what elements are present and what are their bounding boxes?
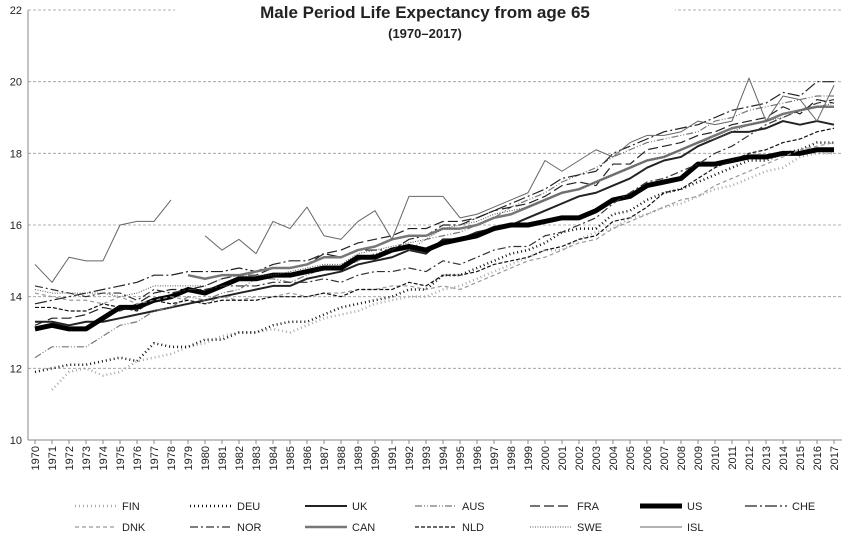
x-tick-label: 2000 [540,446,552,470]
title-bg [175,0,675,45]
x-tick-label: 2001 [557,446,569,470]
legend-label: CHE [792,501,815,513]
x-tick-label: 1994 [438,446,450,470]
legend-label: NOR [237,522,262,534]
x-tick-label: 2017 [829,446,841,470]
legend-label: FIN [122,501,140,513]
x-tick-label: 2006 [642,446,654,470]
x-tick-label: 2004 [608,446,620,470]
x-tick-label: 2009 [693,446,705,470]
series-line [34,81,834,305]
x-tick-label: 2003 [591,446,603,470]
series-line [34,147,834,332]
y-tick-label: 10 [10,435,22,447]
x-tick-label: 1986 [302,446,314,470]
x-tick-label: 1989 [353,446,365,470]
chart-title: Male Period Life Expectancy from age 65 [260,3,590,22]
x-tick-label: 1974 [98,446,110,470]
x-tick-label: 1981 [217,446,229,470]
series-line [34,77,835,283]
series-line [35,127,835,312]
y-tick-label: 16 [10,220,22,232]
x-tick-label: 1985 [285,446,297,470]
x-tick-label: 1984 [268,446,280,470]
x-tick-label: 1991 [387,446,399,470]
chart-subtitle: (1970–2017) [388,26,462,41]
series-line [34,102,835,298]
x-tick-label: 1995 [455,446,467,470]
y-tick-label: 12 [10,363,22,375]
x-tick-label: 1998 [506,446,518,470]
legend-label: NLD [462,522,484,534]
legend-label: SWE [577,522,602,534]
x-tick-label: 1982 [234,446,246,470]
legend-label: ISL [687,522,704,534]
x-tick-label: 1979 [183,446,195,470]
x-tick-label: 1980 [200,446,212,470]
x-tick-label: 1988 [336,446,348,470]
y-tick-label: 22 [10,5,22,17]
x-tick-label: 1975 [115,446,127,470]
legend-label: DEU [237,501,260,513]
x-tick-label: 1978 [166,446,178,470]
series-line [51,152,834,391]
x-tick-label: 1977 [149,446,161,470]
series-line [187,105,834,280]
y-tick-label: 18 [10,148,22,160]
legend-label: DNK [122,522,146,534]
x-tick-label: 2011 [727,446,739,470]
legend-label: UK [352,501,368,513]
x-tick-label: 1973 [81,446,93,470]
series-line [34,95,834,359]
x-tick-label: 1972 [64,446,76,470]
series-line [34,141,834,374]
x-tick-label: 2014 [778,446,790,470]
x-tick-label: 2012 [744,446,756,470]
x-tick-label: 2002 [574,446,586,470]
series-line [34,98,835,301]
x-tick-label: 1990 [370,446,382,470]
x-tick-label: 1983 [251,446,263,470]
x-tick-label: 1999 [523,446,535,470]
x-tick-label: 2015 [795,446,807,470]
x-tick-label: 2016 [812,446,824,470]
series-line [34,98,835,326]
x-tick-label: 1970 [30,446,42,470]
x-tick-label: 1996 [472,446,484,470]
legend-label: CAN [352,522,375,534]
y-tick-label: 14 [10,292,22,304]
x-tick-label: 1993 [421,446,433,470]
x-tick-label: 2008 [676,446,688,470]
x-tick-label: 1992 [404,446,416,470]
legend-label: AUS [462,501,485,513]
x-tick-label: 2007 [659,446,671,470]
legend-label: FRA [577,501,600,513]
x-tick-label: 2013 [761,446,773,470]
x-tick-label: 1976 [132,446,144,470]
x-tick-label: 1987 [319,446,331,470]
y-tick-label: 20 [10,77,22,89]
series-line [35,120,835,327]
x-tick-label: 1997 [489,446,501,470]
x-tick-label: 2010 [710,446,722,470]
x-tick-label: 2005 [625,446,637,470]
legend-label: US [687,501,702,513]
x-tick-label: 1971 [47,446,59,470]
series-line [34,141,835,305]
